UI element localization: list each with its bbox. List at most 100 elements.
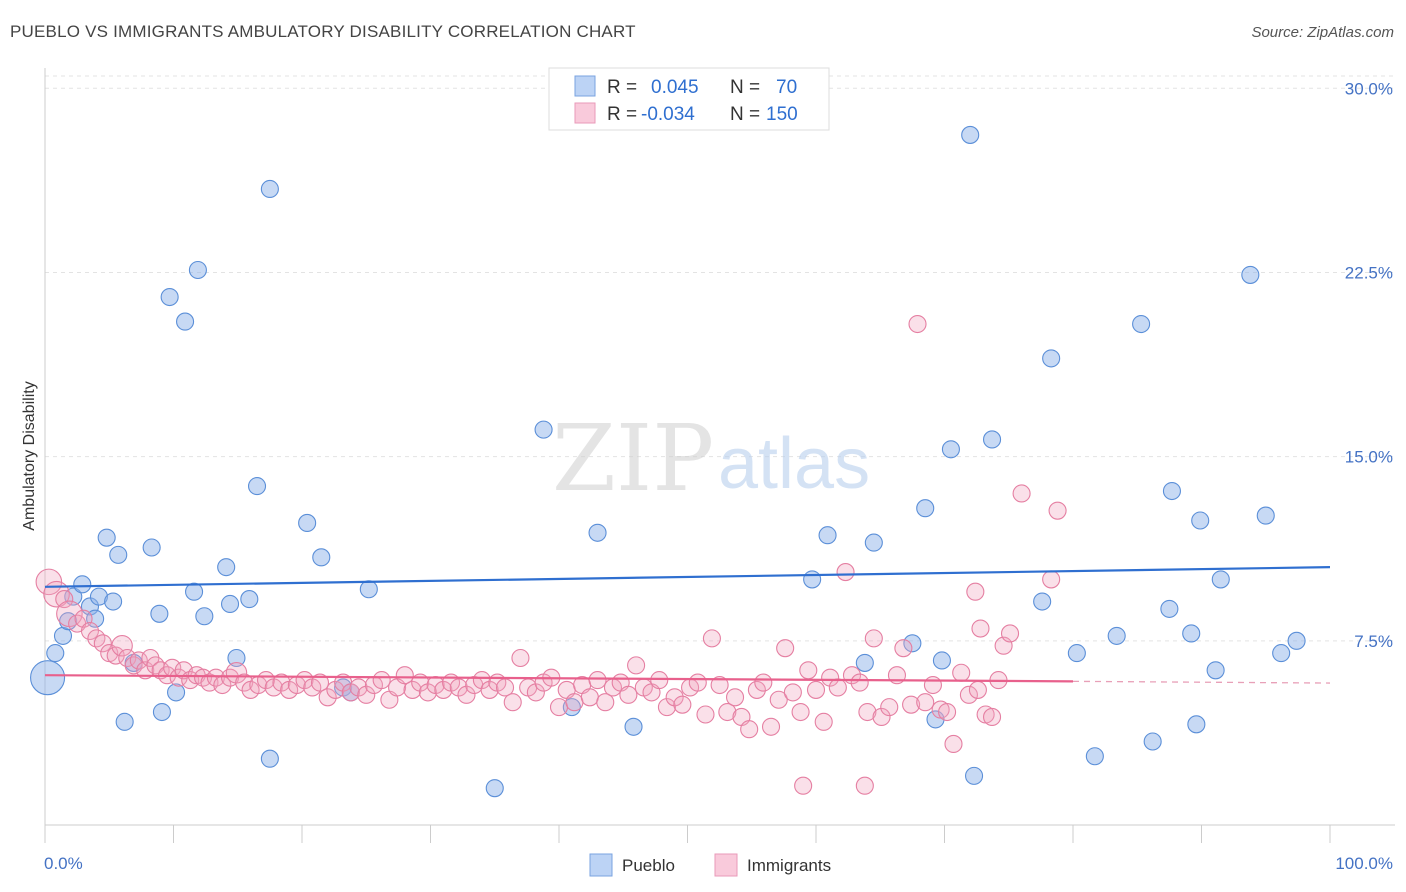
immigrants-point-106 — [806, 680, 826, 699]
pueblo-point-17 — [167, 683, 186, 702]
pueblo-point-9 — [97, 528, 116, 547]
immigrants-point-129 — [971, 619, 990, 638]
immigrants-point-100 — [761, 717, 781, 736]
immigrants-point-67 — [511, 648, 530, 668]
immigrants-point-87 — [665, 688, 684, 707]
pueblo-point-40 — [803, 570, 822, 589]
immigrants-point-131 — [982, 707, 1002, 726]
x-tick-label-max: 100.0% — [1335, 854, 1393, 873]
immigrants-point-135 — [855, 776, 874, 795]
correlation-legend: R = 0.045 N = 70 R = -0.034 N = 150 — [548, 67, 830, 131]
immigrants-point-104 — [791, 702, 810, 722]
immigrants-point-41 — [310, 673, 330, 692]
pueblo-point-43 — [864, 533, 883, 552]
immigrants-point-46 — [349, 678, 368, 697]
immigrants-point-102 — [776, 639, 795, 658]
immigrants-point-76 — [580, 688, 599, 707]
pueblo-point-14 — [142, 538, 161, 557]
pueblo-point-60 — [1162, 481, 1181, 501]
immigrants-point-114 — [864, 629, 883, 648]
x-tick-labels: 0.0% 100.0% — [44, 854, 1393, 873]
pueblo-point-67 — [1256, 506, 1275, 525]
pueblo-point-16 — [152, 702, 171, 722]
immigrants-point-43 — [326, 680, 345, 699]
immigrants-point-140 — [968, 680, 987, 699]
series-label-pueblo: Pueblo — [622, 856, 675, 875]
immigrants-point-124 — [938, 702, 957, 722]
pueblo-point-63 — [1191, 511, 1210, 530]
y-tick-labels: 7.5% 15.0% 22.5% 30.0% — [1345, 79, 1393, 651]
immigrants-point-138 — [1048, 501, 1067, 520]
immigrants-point-125 — [944, 734, 963, 754]
pueblo-point-12 — [115, 712, 134, 731]
y-axis-label: Ambulatory Disability — [21, 381, 38, 530]
immigrants-point-74 — [565, 693, 584, 712]
immigrants-point-101 — [769, 690, 788, 709]
pueblo-point-64 — [1206, 661, 1225, 680]
pueblo-point-44 — [903, 634, 922, 653]
immigrants-point-82 — [627, 656, 646, 675]
y-tick-label-3: 30.0% — [1345, 79, 1393, 98]
immigrants-point-31 — [235, 673, 254, 692]
immigrants-point-110 — [836, 563, 855, 582]
immigrants-point-36 — [272, 673, 291, 692]
immigrants-point-121 — [916, 693, 935, 712]
immigrants-point-13 — [124, 656, 143, 675]
pueblo-point-31 — [312, 548, 331, 567]
immigrants-point-92 — [702, 629, 721, 648]
immigrants-point-14 — [129, 651, 148, 670]
pueblo-point-34 — [359, 580, 378, 599]
immigrants-point-94 — [718, 702, 737, 722]
pueblo-point-54 — [1067, 644, 1086, 663]
immigrants-point-78 — [596, 693, 615, 712]
watermark: ZIP atlas — [552, 405, 870, 512]
immigrants-point-2 — [55, 590, 74, 609]
grid-lines — [45, 75, 1395, 642]
immigrants-point-120 — [908, 314, 927, 334]
series-swatch-immigrants — [714, 853, 738, 877]
immigrants-point-91 — [696, 705, 715, 724]
immigrants-point-115 — [872, 707, 891, 726]
pueblo-point-51 — [982, 430, 1002, 449]
pueblo-point-10 — [104, 592, 123, 611]
pueblo-point-29 — [260, 749, 279, 768]
immigrants-point-136 — [794, 776, 813, 795]
immigrants-point-90 — [688, 673, 707, 692]
immigrants-point-137 — [1012, 484, 1031, 503]
immigrants-point-42 — [318, 688, 337, 707]
pueblo-point-68 — [1272, 644, 1291, 663]
pueblo-point-56 — [1107, 626, 1126, 645]
legend-n-label-1: N = — [730, 77, 760, 98]
pueblo-point-0 — [30, 660, 66, 696]
immigrants-point-88 — [673, 695, 692, 714]
immigrants-point-134 — [1000, 624, 1020, 643]
pueblo-point-38 — [588, 523, 607, 542]
immigrants-point-97 — [740, 720, 759, 739]
immigrants-point-53 — [403, 680, 422, 699]
immigrants-point-86 — [657, 698, 676, 717]
series-swatch-pueblo — [589, 853, 613, 877]
pueblo-point-30 — [298, 513, 317, 532]
pueblo-point-28 — [260, 179, 279, 199]
immigrants-point-62 — [472, 671, 491, 690]
pueblo-point-19 — [176, 312, 195, 331]
pueblo-point-41 — [818, 526, 837, 545]
pueblo-point-15 — [150, 604, 169, 623]
pueblo-point-55 — [1085, 747, 1104, 766]
pueblo-trend-line — [44, 566, 1331, 588]
legend-r-label-1: R = — [607, 77, 637, 98]
legend-n-value-1: 70 — [776, 77, 797, 98]
legend-r-value-2: -0.034 — [641, 104, 695, 125]
series-legend: Pueblo Immigrants — [589, 853, 831, 877]
pueblo-point-57 — [1132, 314, 1151, 334]
pueblo-point-1 — [46, 644, 65, 663]
pueblo-point-25 — [227, 648, 246, 668]
immigrants-point-11 — [111, 634, 133, 657]
pueblo-point-18 — [160, 287, 179, 307]
immigrants-point-99 — [754, 673, 773, 692]
immigrants-point-109 — [828, 678, 847, 697]
immigrants-point-60 — [457, 685, 476, 704]
pueblo-point-45 — [916, 499, 935, 518]
immigrants-point-63 — [480, 680, 499, 699]
pueblo-point-58 — [1143, 732, 1162, 751]
